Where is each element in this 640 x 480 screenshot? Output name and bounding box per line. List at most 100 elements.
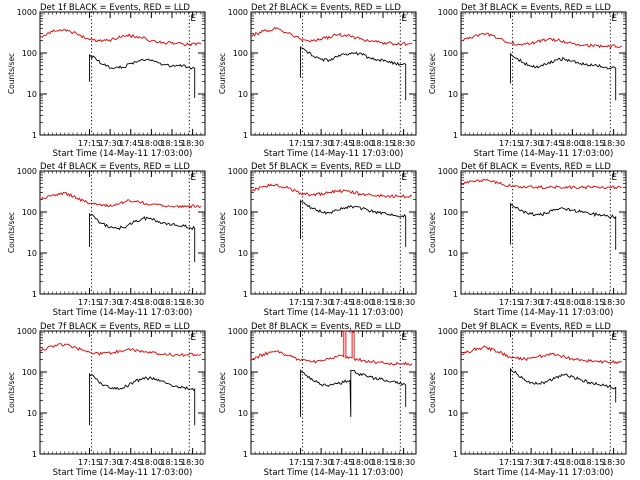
y-axis-label: Counts/sec: [428, 53, 437, 94]
x-tick-label: 18:15: [581, 458, 604, 467]
x-tick-label: 17:30: [310, 458, 333, 467]
y-tick-label: 1: [243, 290, 248, 299]
y-tick-label: 10: [27, 409, 37, 418]
x-tick-label: 18:15: [581, 298, 604, 307]
y-tick-label: 10: [27, 249, 37, 258]
y-axis-label: Counts/sec: [218, 212, 227, 253]
detector-panel: Det 6f BLACK = Events, RED = LLD 1 10 100 10…: [428, 162, 627, 318]
y-tick-label: 1: [32, 290, 37, 299]
x-tick-label: 17:30: [310, 139, 333, 148]
y-tick-label: 100: [443, 208, 458, 217]
x-axis-label: Start Time (14-May-11 17:03:00): [53, 149, 193, 159]
y-axis-label: Counts/sec: [428, 372, 437, 413]
x-tick-label: 17:30: [520, 139, 543, 148]
detector-panel: Det 7f BLACK = Events, RED = LLD 1 10 100 10…: [7, 322, 206, 478]
y-tick-label: 1000: [228, 327, 248, 336]
panel-title: Det 2f BLACK = Events, RED = LLD: [251, 3, 401, 13]
y-tick-label: 100: [233, 368, 248, 377]
y-tick-label: 1000: [438, 327, 458, 336]
detector-panel: Det 5f BLACK = Events, RED = LLD 1 10 100 10…: [218, 162, 417, 318]
x-tick-label: 18:30: [392, 458, 415, 467]
detector-panel: Det 2f BLACK = Events, RED = LLD 1 10 100 10…: [218, 3, 417, 159]
lld-rate-line: [461, 32, 623, 49]
lld-rate-line: [40, 191, 202, 209]
x-tick-label: 18:15: [371, 298, 394, 307]
y-tick-label: 10: [448, 90, 458, 99]
panel-title: Det 7f BLACK = Events, RED = LLD: [40, 322, 190, 332]
x-tick-label: 17:45: [330, 298, 353, 307]
y-axis-label: Counts/sec: [7, 372, 16, 413]
y-axis-label: Counts/sec: [7, 53, 16, 94]
y-axis-label: Counts/sec: [428, 212, 437, 253]
lld-rate-line: [39, 343, 202, 358]
eclipse-marker-label: E: [611, 173, 617, 183]
y-tick-label: 1: [32, 131, 37, 140]
events-rate-line: [300, 368, 407, 418]
x-tick-label: 17:15: [499, 458, 522, 467]
y-tick-label: 1: [243, 131, 248, 140]
x-tick-label: 18:15: [581, 139, 604, 148]
x-tick-label: 17:30: [520, 458, 543, 467]
x-tick-label: 17:45: [540, 139, 563, 148]
lld-rate-line: [39, 28, 202, 47]
x-tick-label: 17:45: [540, 458, 563, 467]
y-tick-label: 1: [32, 450, 37, 459]
panel-title: Det 8f BLACK = Events, RED = LLD: [251, 322, 401, 332]
x-tick-label: 18:15: [371, 139, 394, 148]
lld-rate-line: [460, 345, 623, 365]
events-rate-line: [510, 202, 617, 250]
eclipse-marker-label: E: [190, 14, 196, 24]
y-tick-label: 1000: [438, 8, 458, 17]
x-axis-label: Start Time (14-May-11 17:03:00): [474, 468, 614, 478]
y-tick-label: 100: [233, 208, 248, 217]
detector-panel: Det 9f BLACK = Events, RED = LLD 1 10 100 10…: [428, 322, 627, 478]
y-axis-label: Counts/sec: [7, 212, 16, 253]
x-axis-label: Start Time (14-May-11 17:03:00): [474, 149, 614, 159]
x-tick-label: 17:15: [289, 298, 312, 307]
events-rate-line: [89, 53, 196, 98]
x-tick-label: 17:30: [99, 458, 122, 467]
x-tick-label: 17:15: [78, 139, 101, 148]
y-tick-label: 10: [27, 90, 37, 99]
y-tick-label: 10: [448, 409, 458, 418]
events-rate-line: [300, 45, 407, 101]
x-tick-label: 17:30: [310, 298, 333, 307]
x-tick-label: 17:15: [499, 298, 522, 307]
x-tick-label: 18:00: [140, 298, 163, 307]
y-tick-label: 1000: [438, 167, 458, 176]
eclipse-marker-label: E: [611, 333, 617, 343]
y-tick-label: 1000: [17, 327, 37, 336]
x-tick-label: 18:30: [602, 298, 625, 307]
y-tick-label: 1: [243, 450, 248, 459]
y-tick-label: 1: [453, 450, 458, 459]
x-tick-label: 18:00: [351, 298, 374, 307]
events-rate-line: [510, 52, 617, 101]
eclipse-marker-label: E: [401, 173, 407, 183]
x-tick-label: 17:45: [330, 458, 353, 467]
panel-title: Det 1f BLACK = Events, RED = LLD: [40, 3, 190, 13]
x-tick-label: 17:45: [330, 139, 353, 148]
x-tick-label: 18:15: [160, 298, 183, 307]
x-tick-label: 17:15: [78, 458, 101, 467]
x-tick-label: 17:30: [520, 298, 543, 307]
panel-title: Det 4f BLACK = Events, RED = LLD: [40, 162, 190, 172]
y-axis-label: Counts/sec: [218, 372, 227, 413]
y-tick-label: 1000: [228, 167, 248, 176]
x-tick-label: 18:00: [140, 458, 163, 467]
detector-panel: Det 1f BLACK = Events, RED = LLD 1 10 100 10…: [7, 3, 206, 159]
events-rate-line: [510, 367, 617, 442]
x-tick-label: 17:45: [119, 139, 142, 148]
events-rate-line: [300, 199, 407, 247]
x-axis-label: Start Time (14-May-11 17:03:00): [53, 468, 193, 478]
y-axis-label: Counts/sec: [218, 53, 227, 94]
y-tick-label: 10: [238, 90, 248, 99]
x-tick-label: 18:30: [392, 139, 415, 148]
x-tick-label: 18:00: [561, 298, 584, 307]
y-tick-label: 1: [453, 290, 458, 299]
eclipse-marker-label: E: [611, 14, 617, 24]
x-tick-label: 18:30: [602, 458, 625, 467]
y-tick-label: 1000: [17, 8, 37, 17]
y-tick-label: 10: [238, 409, 248, 418]
events-rate-line: [89, 372, 196, 426]
